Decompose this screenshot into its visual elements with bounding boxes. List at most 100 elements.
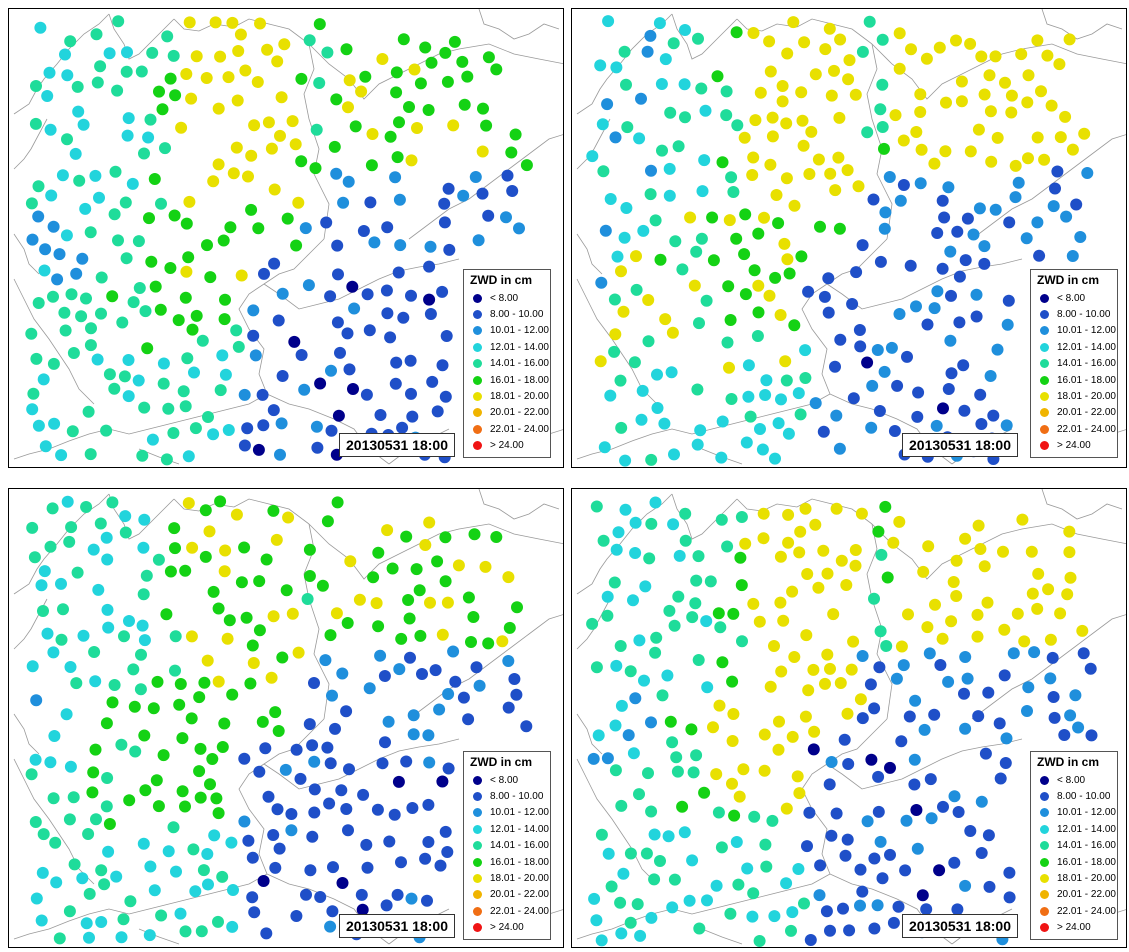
station-marker bbox=[167, 49, 180, 62]
station-marker bbox=[596, 118, 609, 131]
station-marker bbox=[148, 884, 161, 897]
station-marker bbox=[876, 78, 889, 91]
station-marker bbox=[645, 517, 658, 530]
station-marker bbox=[397, 311, 410, 324]
legend-item: < 8.00 bbox=[470, 772, 544, 788]
station-marker bbox=[423, 260, 436, 273]
station-marker bbox=[71, 566, 84, 579]
station-marker bbox=[861, 126, 874, 139]
station-marker bbox=[724, 314, 737, 326]
station-marker bbox=[207, 585, 220, 598]
station-marker bbox=[60, 708, 73, 721]
station-marker bbox=[668, 619, 681, 632]
station-marker bbox=[695, 82, 708, 95]
station-marker bbox=[73, 174, 86, 187]
station-marker bbox=[979, 747, 992, 760]
station-marker bbox=[314, 891, 327, 903]
station-marker bbox=[766, 111, 779, 124]
station-marker bbox=[849, 88, 862, 101]
station-marker bbox=[588, 892, 601, 905]
station-marker bbox=[330, 167, 343, 180]
station-marker bbox=[396, 421, 409, 434]
station-marker bbox=[196, 334, 209, 347]
station-marker bbox=[185, 92, 198, 105]
station-marker bbox=[664, 715, 677, 728]
legend-label: < 8.00 bbox=[1057, 774, 1086, 786]
station-marker bbox=[716, 656, 729, 669]
station-marker bbox=[360, 838, 373, 851]
station-marker bbox=[89, 743, 102, 756]
station-marker bbox=[204, 778, 216, 791]
station-marker bbox=[704, 575, 717, 588]
station-marker bbox=[39, 243, 52, 256]
station-marker bbox=[726, 735, 739, 747]
station-marker bbox=[38, 565, 51, 578]
station-marker bbox=[422, 104, 435, 116]
station-marker bbox=[825, 756, 838, 768]
station-marker bbox=[942, 675, 955, 688]
station-marker bbox=[79, 202, 92, 215]
station-marker bbox=[405, 154, 418, 167]
station-marker bbox=[590, 914, 603, 927]
station-marker bbox=[699, 104, 712, 117]
station-marker bbox=[153, 85, 165, 98]
station-marker bbox=[678, 78, 691, 91]
legend-item: 16.01 - 18.00 bbox=[470, 854, 549, 870]
station-marker bbox=[89, 675, 102, 688]
station-marker bbox=[738, 248, 751, 261]
station-marker bbox=[425, 56, 438, 69]
station-marker bbox=[462, 713, 475, 726]
station-marker bbox=[955, 95, 968, 108]
station-marker bbox=[168, 522, 181, 535]
legend-item: 12.01 - 14.00 bbox=[1037, 821, 1116, 837]
station-marker bbox=[232, 45, 245, 57]
station-marker bbox=[679, 534, 692, 547]
station-marker bbox=[55, 449, 68, 462]
station-marker bbox=[1032, 567, 1045, 580]
station-marker bbox=[342, 175, 355, 188]
station-marker bbox=[847, 635, 860, 648]
legend-item: 8.00 - 10.00 bbox=[1037, 306, 1111, 322]
station-marker bbox=[739, 208, 752, 221]
legend-label: 16.01 - 18.00 bbox=[490, 856, 549, 868]
station-marker bbox=[151, 675, 164, 688]
station-marker bbox=[881, 571, 894, 584]
border-line bbox=[866, 43, 893, 240]
legend-label: > 24.00 bbox=[490, 922, 524, 934]
station-marker bbox=[780, 117, 793, 130]
station-marker bbox=[780, 172, 793, 185]
station-marker bbox=[742, 390, 755, 403]
station-marker bbox=[653, 17, 666, 30]
station-marker bbox=[908, 778, 921, 791]
station-marker bbox=[959, 254, 972, 267]
station-marker bbox=[1018, 635, 1031, 648]
station-marker bbox=[672, 140, 685, 153]
station-marker bbox=[134, 683, 147, 696]
legend-label: 14.01 - 16.00 bbox=[490, 840, 549, 852]
station-marker bbox=[419, 41, 432, 54]
legend-label: 10.01 - 12.00 bbox=[490, 807, 549, 819]
station-marker bbox=[985, 155, 998, 168]
legend-label: 12.01 - 14.00 bbox=[490, 823, 549, 835]
station-marker bbox=[83, 931, 95, 944]
station-marker bbox=[666, 326, 679, 339]
station-marker bbox=[190, 309, 203, 322]
station-marker bbox=[828, 64, 840, 77]
station-marker bbox=[423, 516, 436, 529]
station-marker bbox=[87, 766, 100, 779]
station-marker bbox=[282, 511, 295, 524]
station-marker bbox=[508, 673, 521, 685]
station-marker bbox=[439, 390, 452, 403]
station-marker bbox=[725, 393, 738, 405]
station-marker bbox=[945, 367, 958, 380]
station-marker bbox=[775, 665, 788, 678]
legend-swatch bbox=[1040, 359, 1049, 369]
station-marker bbox=[662, 830, 675, 843]
station-marker bbox=[967, 228, 980, 241]
station-marker bbox=[668, 873, 681, 886]
station-marker bbox=[991, 343, 1004, 356]
station-marker bbox=[424, 308, 437, 320]
station-marker bbox=[788, 651, 801, 663]
station-marker bbox=[164, 262, 177, 274]
station-marker bbox=[861, 356, 874, 369]
